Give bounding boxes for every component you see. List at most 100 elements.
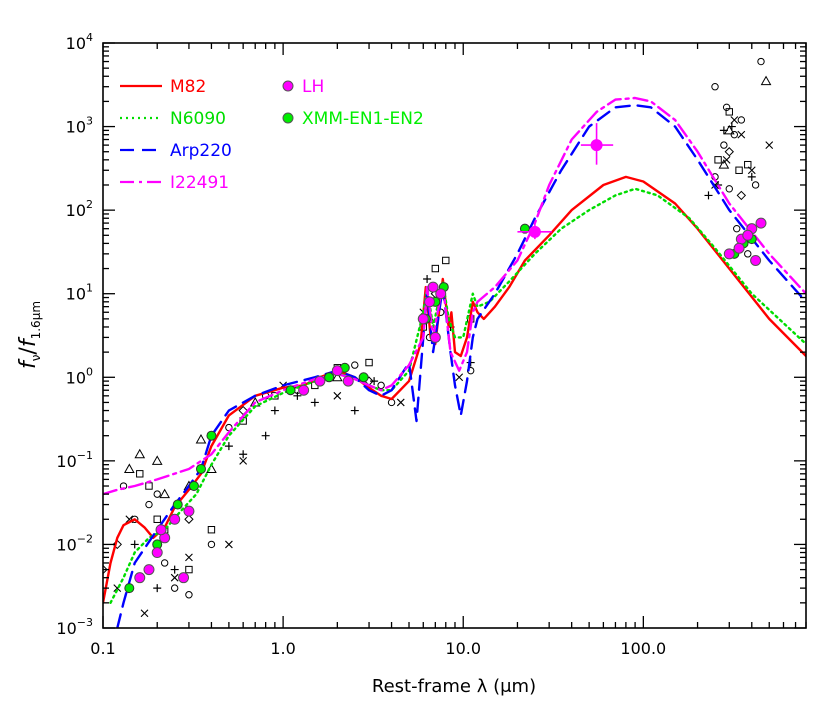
other-circle-point [720, 141, 728, 149]
x-tick-label: 1.0 [270, 639, 295, 658]
other-circle-point [351, 361, 359, 369]
other-plus-point [727, 122, 736, 131]
series-line-m82 [103, 175, 806, 604]
axes: 0.1 1.0 10.0 100.0 10−3 10−2 10−1 100 101 102 103 1… [56, 31, 807, 658]
other-circle-point [160, 559, 169, 567]
xmm-point [324, 372, 335, 383]
other-square-point [735, 166, 743, 174]
legend-label-xmm-en1-en2: XMM-EN1-EN2 [302, 109, 424, 129]
other-diamond-point [724, 147, 734, 157]
other-diamond-point [184, 514, 194, 524]
lh-point [750, 254, 762, 266]
other-cross-point [225, 540, 233, 549]
lh-point [427, 281, 439, 293]
other-square-point [153, 515, 161, 523]
lh-point [151, 547, 163, 559]
lh-point [169, 513, 181, 525]
legend-label-arp220: Arp220 [170, 141, 232, 161]
other-cross-point [396, 398, 405, 407]
lh-point [298, 384, 310, 396]
other-triangle-point [760, 75, 772, 86]
other-square-point [744, 160, 752, 169]
other-plus-point [350, 406, 359, 415]
other-plus-point [170, 565, 179, 574]
other-circle-point [131, 515, 139, 523]
other-circle-point [377, 381, 385, 390]
other-plus-point [747, 172, 756, 181]
other-square-point [136, 470, 144, 478]
other-diamond-point [103, 564, 108, 575]
other-diamond-point [112, 539, 122, 550]
lh-errorbar-point [590, 139, 603, 152]
other-circle-point [757, 57, 765, 66]
lh-point [755, 217, 767, 229]
other-square-point [442, 256, 450, 265]
lh-point [331, 365, 343, 377]
other-plus-point [261, 431, 270, 440]
other-cross-point [333, 391, 342, 400]
legend: M82 N6090 Arp220 I22491 LH XMM-EN1-EN2 [120, 77, 424, 193]
other-circle-point [711, 82, 719, 91]
xmm-point [124, 583, 135, 594]
other-cross-point [185, 553, 193, 562]
legend-label-n6090: N6090 [170, 109, 226, 129]
y-tick-label: 102 [66, 198, 93, 220]
x-tick-label: 10.0 [445, 639, 481, 658]
y-tick-label: 103 [66, 115, 93, 137]
other-cross-point [239, 456, 248, 465]
other-circle-point [387, 398, 396, 407]
other-plus-point [293, 391, 302, 400]
plot-area [103, 57, 806, 628]
other-circle-point [725, 185, 733, 193]
other-triangle-point [159, 488, 171, 499]
other-circle-point [207, 540, 216, 549]
xmm-point [519, 223, 530, 234]
other-square-point [207, 526, 216, 534]
other-cross-point [722, 155, 731, 164]
lh-point [417, 313, 429, 325]
other-square-point [431, 264, 440, 273]
other-circle-point [730, 130, 739, 139]
xmm-point [206, 430, 217, 441]
y-tick-label: 10−2 [56, 532, 93, 554]
xmm-point [195, 463, 206, 474]
lh-point [314, 375, 326, 387]
xmm-point [172, 499, 183, 510]
other-cross-point [170, 573, 179, 582]
other-triangle-point [134, 448, 146, 459]
other-plus-point [423, 274, 432, 283]
lh-point [178, 572, 190, 584]
other-circle-point [737, 116, 746, 124]
other-plus-point [153, 584, 162, 593]
legend-marker-xmm-en1-en2 [282, 112, 294, 124]
legend-label-i22491: I22491 [170, 173, 229, 193]
other-plus-point [130, 540, 139, 549]
other-triangle-point [123, 463, 135, 473]
other-square-point [185, 565, 193, 574]
lh-point [723, 248, 735, 260]
y-tick-label: 100 [66, 365, 93, 387]
xmm-points [124, 223, 757, 594]
lh-point [435, 288, 447, 300]
plot-data [103, 57, 806, 628]
other-cross-point [747, 166, 756, 175]
lh-point [342, 375, 354, 387]
other-triangle-point [195, 434, 207, 444]
y-tick-label: 10−3 [56, 616, 93, 638]
lh-point [155, 524, 167, 536]
lh-point [733, 242, 745, 254]
lh-points [134, 123, 767, 584]
xmm-point [358, 372, 369, 383]
x-tick-label: 100.0 [620, 639, 666, 658]
other-plus-point [224, 442, 233, 451]
other-circle-point [170, 584, 179, 592]
other-circle-point [733, 224, 741, 233]
other-square-point [714, 156, 722, 164]
other-plus-point [704, 191, 713, 200]
other-cross-point [140, 609, 149, 618]
legend-label-lh: LH [302, 77, 324, 97]
other-circle-point [145, 500, 153, 509]
legend-marker-lh [282, 80, 294, 92]
legend-label-m82: M82 [170, 77, 206, 97]
